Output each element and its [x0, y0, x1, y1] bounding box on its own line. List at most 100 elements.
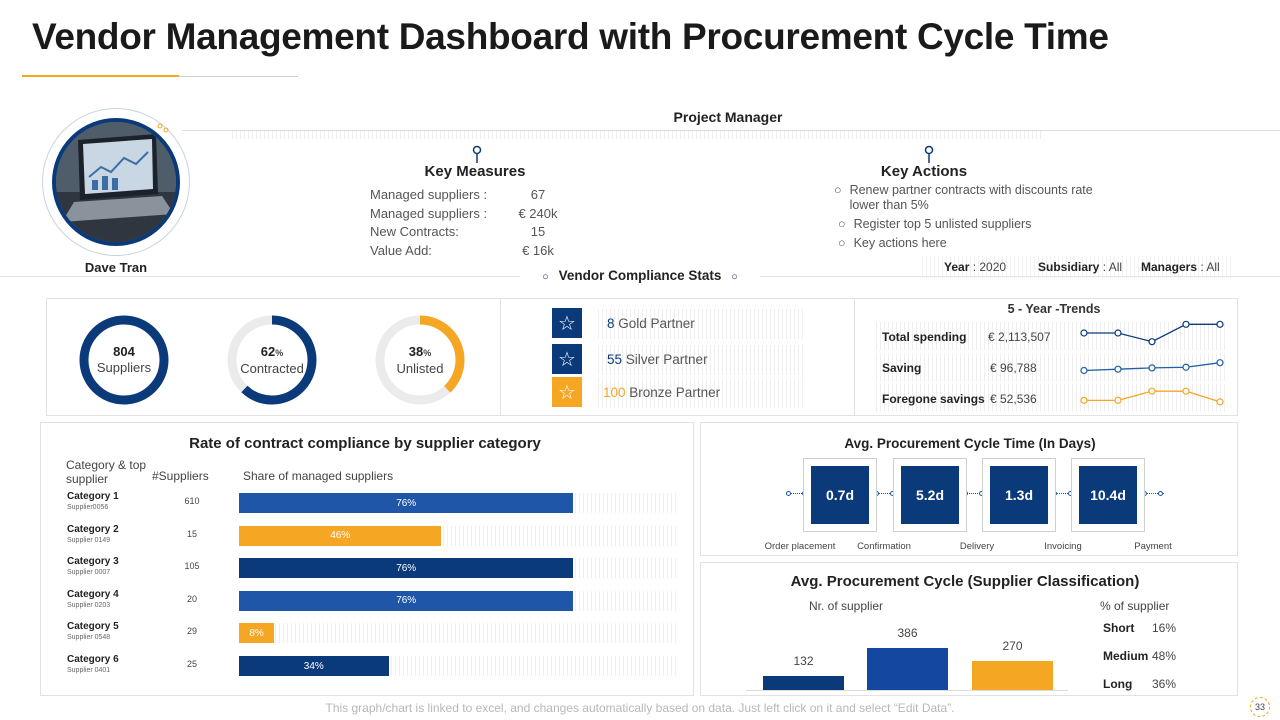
sparkline-point — [1216, 359, 1224, 367]
cycle-stage-label: Payment — [1134, 541, 1172, 552]
pin-icon — [472, 145, 482, 168]
donut-chart — [375, 315, 465, 405]
sparkline-point — [1114, 396, 1122, 404]
bronze-partner-star-icon: ☆ — [552, 377, 582, 407]
pct-header: % of supplier — [1100, 599, 1170, 613]
donut-text: Contracted — [240, 361, 304, 376]
compliance-bar: 76% — [239, 493, 574, 513]
category-name: Category 3 — [67, 556, 119, 568]
partner-hatch — [598, 345, 806, 375]
cycle-step-box: 1.3d — [982, 458, 1056, 532]
sparkline-point — [1148, 364, 1156, 372]
key-action-item: ○ Key actions here — [834, 236, 1124, 250]
key-actions-title: Key Actions — [880, 163, 968, 180]
partner-hatch — [598, 378, 806, 408]
donut-unit: % — [423, 348, 432, 358]
sparkline-point — [1080, 329, 1088, 337]
year-filter[interactable]: Year : 2020 — [944, 260, 1007, 274]
cycle-dotted-line — [786, 493, 1164, 494]
classification-category: Long — [1103, 677, 1133, 691]
classification-bar — [972, 660, 1053, 690]
sparkline-point — [1114, 365, 1122, 373]
category-name: Category 4 — [67, 588, 119, 600]
trend-label: Saving — [882, 361, 922, 375]
trend-sparklines — [1080, 320, 1224, 406]
classification-bar — [763, 675, 844, 690]
trends-title: 5 - Year -Trends — [1007, 302, 1101, 316]
cycle-step-value: 10.4d — [1079, 466, 1137, 524]
circle-icon: ○ — [731, 271, 738, 283]
pin-icon — [924, 145, 934, 168]
key-action-text: Register top 5 unlisted suppliers — [853, 217, 1032, 231]
donut-text: Unlisted — [396, 361, 444, 376]
donut-value: 62 — [260, 344, 276, 359]
category-name: Category 5 — [67, 621, 119, 633]
key-actions-list: ○ Renew partner contracts with discounts… — [834, 183, 1124, 250]
classification-category: Medium — [1103, 649, 1149, 663]
sparkline-point — [1114, 329, 1122, 337]
classification-percent: 48% — [1152, 649, 1177, 663]
donut-arc — [227, 315, 317, 405]
laptop-photo-icon — [56, 122, 176, 242]
category-name: Category 1 — [67, 491, 119, 502]
category-top-supplier: Supplier0056 — [67, 504, 109, 511]
title-accent-line — [22, 75, 179, 77]
compliance-bar: 76% — [239, 558, 574, 579]
bar-track — [239, 623, 679, 644]
trend-value: € 96,788 — [990, 361, 1037, 375]
ring-dots-icon — [157, 120, 171, 138]
classification-percent: 16% — [1152, 621, 1177, 635]
key-measure-value: 15 — [530, 224, 546, 239]
category-top-supplier: Supplier 0149 — [67, 536, 111, 544]
sparkline-point — [1148, 338, 1156, 346]
cycle-step-value: 1.3d — [990, 466, 1048, 524]
silver-partner-star-icon: ☆ — [552, 344, 582, 374]
page-title: Vendor Management Dashboard with Procure… — [32, 16, 1109, 57]
key-measure-value: € 240k — [518, 206, 558, 221]
compliance-bar: 34% — [239, 656, 389, 676]
column-header-category: Category & top supplier — [66, 458, 147, 486]
cycle-step-box: 0.7d — [803, 458, 877, 532]
trend-hatch — [876, 322, 1228, 350]
bar-baseline — [746, 690, 1068, 691]
trend-value: € 2,113,507 — [988, 330, 1051, 344]
category-supplier-count: 15 — [186, 528, 197, 539]
classification-bar-value: 270 — [1002, 638, 1023, 653]
category-supplier-count: 610 — [184, 496, 200, 506]
key-measure-label: Managed suppliers : — [370, 206, 488, 221]
key-measure-row: Value Add: € 16k — [370, 243, 570, 261]
category-supplier-count: 20 — [186, 593, 197, 604]
category-supplier-count: 25 — [186, 659, 197, 669]
gold-partner-star-icon: ☆ — [552, 308, 582, 338]
cycle-step-box: 5.2d — [893, 458, 967, 532]
key-action-item: ○ Renew partner contracts with discounts… — [834, 183, 1124, 213]
partner-hatch — [598, 309, 806, 339]
subsidiary-filter[interactable]: Subsidiary : All — [1038, 260, 1123, 274]
cycle-dot-icon — [786, 491, 791, 496]
silver-partner-label: 55 Silver Partner — [607, 352, 708, 367]
gold-partner-label: 8 Gold Partner — [607, 316, 695, 331]
vendor-compliance-label: Vendor Compliance Stats — [558, 268, 722, 283]
donut-value: 38 — [408, 344, 424, 359]
managers-filter[interactable]: Managers : All — [1141, 260, 1220, 274]
column-header-share: Share of managed suppliers — [243, 469, 394, 483]
classification-bar-value: 132 — [793, 653, 814, 668]
bronze-partner-label: 100 Bronze Partner — [603, 385, 721, 400]
key-measures-list: Managed suppliers : 67 Managed suppliers… — [370, 187, 570, 261]
manager-name: Dave Tran — [84, 260, 148, 275]
donut-chart — [227, 315, 317, 405]
pm-divider — [182, 130, 1280, 131]
circle-icon: ○ — [542, 271, 549, 283]
sparkline-point — [1148, 387, 1156, 395]
key-measure-value: € 16k — [522, 243, 554, 258]
classification-title: Avg. Procurement Cycle (Supplier Classif… — [790, 573, 1140, 590]
key-measure-label: New Contracts: — [370, 224, 459, 239]
classification-percent: 36% — [1152, 677, 1177, 691]
cycle-stage-label: Order placement — [764, 541, 836, 552]
sparkline-point — [1182, 387, 1190, 395]
category-top-supplier: Supplier 0548 — [67, 634, 111, 642]
cycle-time-panel — [700, 422, 1238, 556]
bullet-circle-icon: ○ — [838, 217, 846, 231]
compliance-bar: 8% — [239, 623, 275, 644]
footer-note: This graph/chart is linked to excel, and… — [325, 701, 955, 715]
